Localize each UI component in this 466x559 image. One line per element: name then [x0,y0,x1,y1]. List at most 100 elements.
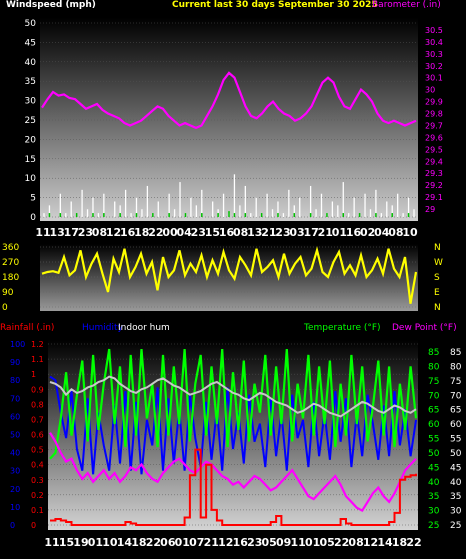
y-tick-humidity: 30 [10,467,20,476]
y-tick-barometer: 29.1 [425,193,443,202]
x-tick-label-bottom: 12 [218,536,233,549]
x-tick-label-bottom: 10 [102,536,118,549]
y-tick-barometer: 30.2 [425,62,443,71]
x-tick-label-top: 04 [176,226,192,239]
y-tick-dewpoint: 40 [450,478,462,488]
y-tick-rainfall: 1 [31,370,36,379]
y-tick-compass: E [434,288,440,298]
x-tick-label-top: 15 [205,226,220,239]
y-tick-temperature: 85 [428,348,439,358]
y-tick-rainfall: 0.2 [31,491,44,500]
y-tick-humidity: 70 [10,394,20,403]
y-tick-windspeed: 20 [25,135,37,145]
y-tick-windspeed: 45 [25,38,36,48]
y-tick-dewpoint: 80 [450,362,462,372]
y-tick-dewpoint: 25 [450,521,461,531]
y-tick-temperature: 55 [428,435,439,445]
y-tick-direction: 180 [2,273,19,283]
barometer-line [41,71,417,130]
y-tick-compass: S [434,273,440,283]
y-tick-temperature: 40 [428,478,440,488]
x-tick-label-top: 08 [388,226,403,239]
y-tick-rainfall: 0.7 [31,415,44,424]
y-tick-temperature: 35 [428,492,439,502]
y-tick-barometer: 30.1 [425,74,443,83]
y-tick-temperature: 45 [428,463,439,473]
y-tick-direction: 90 [2,288,14,298]
x-tick-label-top: 10 [402,226,418,239]
y-tick-barometer: 30 [425,86,435,95]
y-tick-barometer: 29.7 [425,121,443,130]
x-tick-label-top: 23 [78,226,93,239]
y-tick-windspeed: 35 [25,77,36,87]
x-tick-label-top: 13 [247,226,262,239]
y-tick-temperature: 80 [428,362,440,372]
y-tick-barometer: 29.4 [425,157,443,166]
x-tick-label-bottom: 18 [131,536,146,549]
x-tick-label-bottom: 15 [59,536,74,549]
y-tick-dewpoint: 35 [450,492,461,502]
x-tick-label-bottom: 14 [117,536,133,549]
x-tick-label-top: 12 [106,226,121,239]
x-tick-label-bottom: 01 [305,536,320,549]
y-tick-dewpoint: 65 [450,406,461,416]
x-tick-label-top: 23 [191,226,206,239]
x-tick-label-bottom: 05 [262,536,277,549]
header-windspeed-label: Windspeed (mph) [6,0,96,10]
y-tick-rainfall: 1.2 [31,340,44,349]
x-tick-label-bottom: 07 [189,536,204,549]
y-tick-barometer: 30.3 [425,50,443,59]
x-tick-label-bottom: 22 [334,536,349,549]
y-tick-rainfall: 0.9 [31,385,44,394]
y-tick-barometer: 29.8 [425,110,443,119]
x-tick-label-bottom: 18 [392,536,407,549]
y-tick-barometer: 29.9 [425,98,443,107]
y-tick-direction: 0 [2,303,8,313]
y-tick-windspeed: 0 [30,213,36,223]
y-tick-humidity: 100 [10,340,25,349]
y-tick-dewpoint: 45 [450,463,461,473]
y-tick-temperature: 65 [428,406,439,416]
y-tick-humidity: 40 [10,449,20,458]
x-tick-label-bottom: 06 [160,536,176,549]
y-tick-dewpoint: 85 [450,348,461,358]
y-tick-compass: W [434,258,443,268]
legend-rainfall: Rainfall (.in) [0,323,54,333]
x-tick-label-top: 17 [304,226,319,239]
x-tick-label-top: 16 [120,226,136,239]
x-tick-label-top: 01 [332,226,347,239]
y-tick-barometer: 29.6 [425,133,443,142]
y-tick-dewpoint: 70 [450,391,462,401]
y-tick-windspeed: 10 [25,174,37,184]
y-tick-barometer: 29.5 [425,145,443,154]
x-tick-label-top: 21 [261,226,276,239]
x-tick-label-top: 13 [49,226,64,239]
header-barometer-label: Barometer (.in) [372,0,441,10]
temperature-line [49,348,418,460]
panel-temp-hum-background [48,340,418,530]
y-tick-humidity: 60 [10,412,20,421]
y-tick-rainfall: 0.3 [31,476,44,485]
x-tick-label-top: 08 [233,226,248,239]
y-tick-rainfall: 0 [31,521,36,530]
indoor-humidity-line [49,375,417,418]
y-tick-windspeed: 50 [25,19,37,29]
y-tick-rainfall: 0.8 [31,400,44,409]
x-tick-label-bottom: 01 [175,536,190,549]
x-tick-label-bottom: 14 [377,536,393,549]
y-tick-humidity: 90 [10,358,20,367]
x-tick-label-top: 03 [289,226,304,239]
y-tick-rainfall: 0.1 [31,506,44,515]
x-tick-label-top: 21 [318,226,333,239]
x-tick-label-bottom: 08 [348,536,363,549]
humidity-line [49,375,417,475]
x-tick-label-bottom: 09 [276,536,291,549]
y-tick-temperature: 50 [428,449,440,459]
y-tick-humidity: 80 [10,376,20,385]
x-tick-label-bottom: 05 [319,536,334,549]
x-tick-label-bottom: 12 [363,536,378,549]
y-tick-dewpoint: 30 [450,507,462,517]
x-tick-label-bottom: 11 [291,536,306,549]
